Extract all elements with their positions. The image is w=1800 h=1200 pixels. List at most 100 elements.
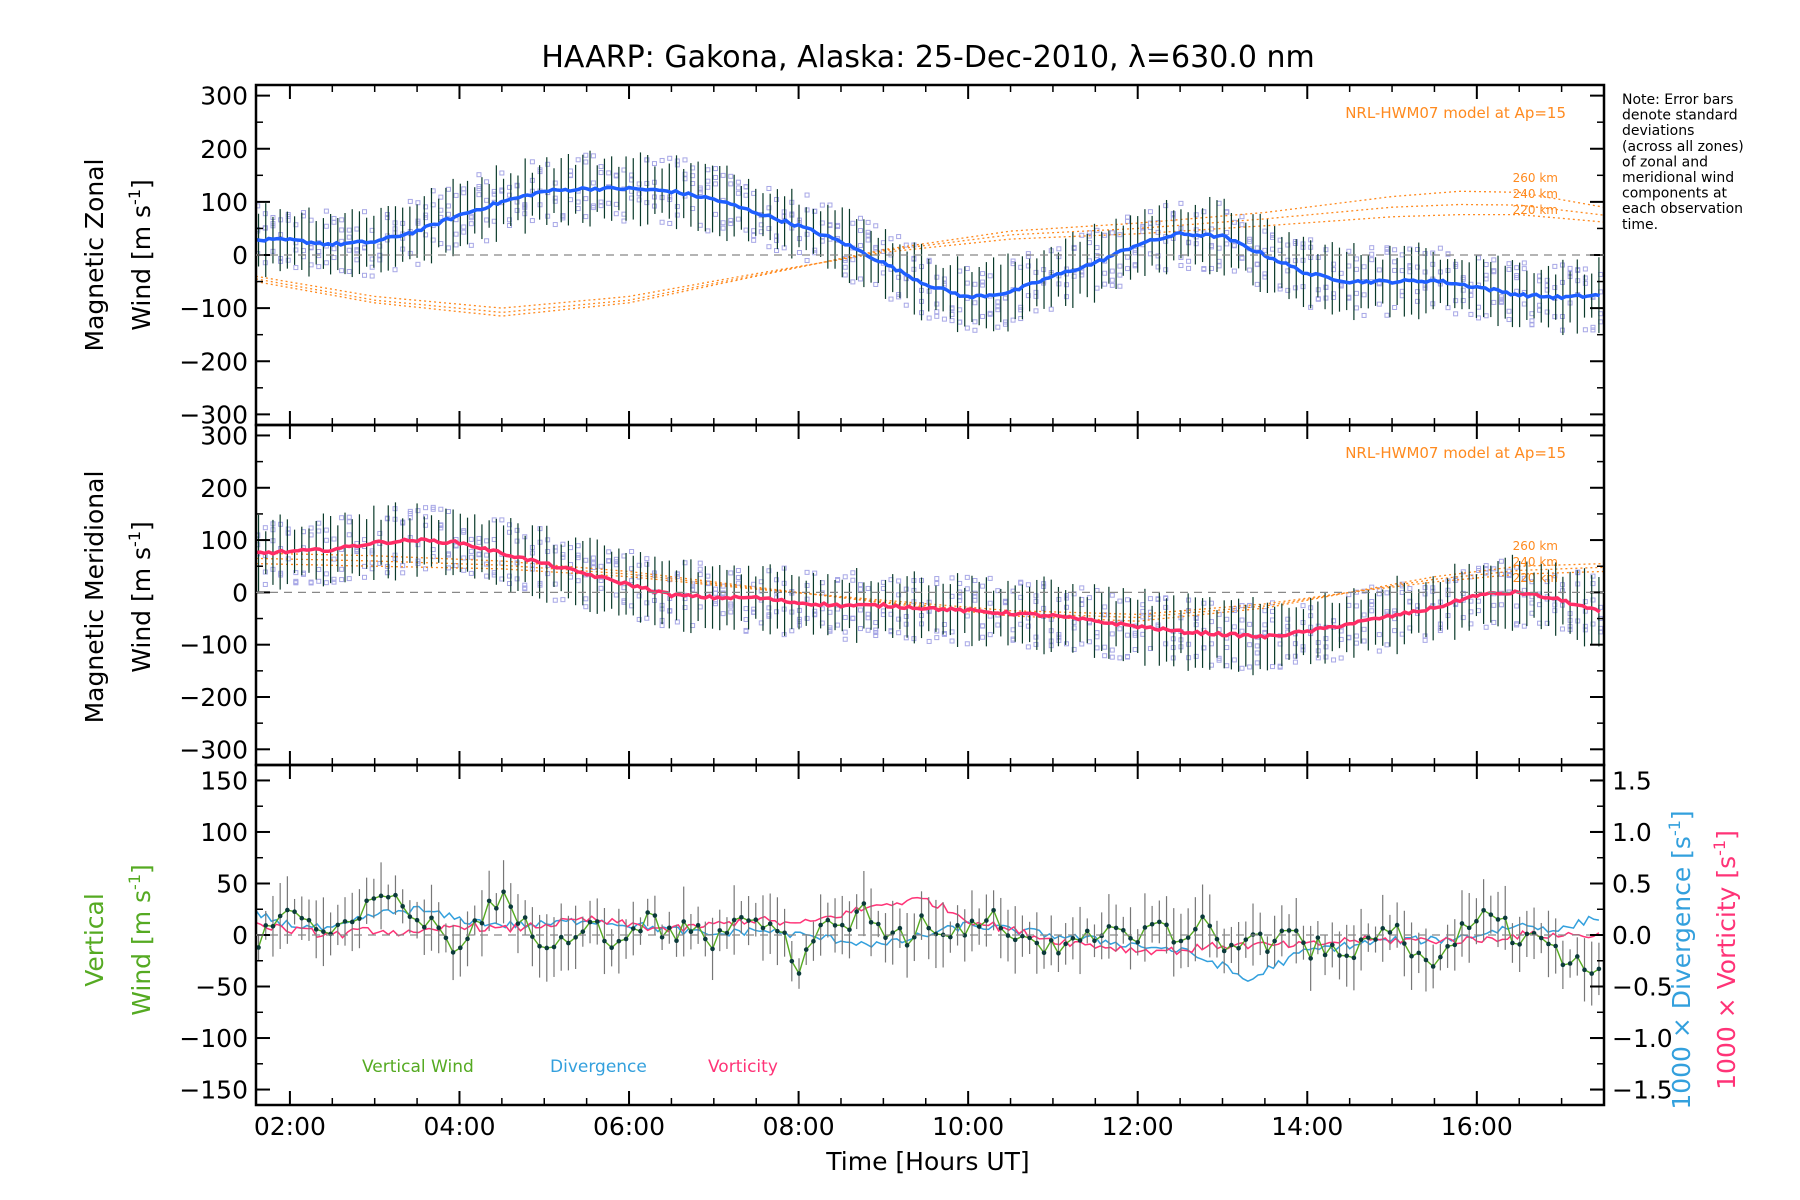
- zone-sample-marker: [865, 219, 871, 225]
- zone-sample-marker: [476, 552, 482, 558]
- model-height-label: 260 km: [1513, 539, 1558, 553]
- zone-sample-marker: [720, 220, 726, 226]
- zone-sample-marker: [980, 634, 986, 640]
- zone-sample-marker: [1109, 592, 1115, 598]
- right-y-tick-label: 0.0: [1612, 921, 1652, 950]
- zone-sample-marker: [1529, 610, 1535, 616]
- zone-sample-marker: [1506, 317, 1512, 323]
- zone-sample-marker: [621, 211, 627, 217]
- zone-sample-marker: [857, 586, 863, 592]
- zone-sample-marker: [934, 313, 940, 319]
- zone-sample-marker: [1033, 634, 1039, 640]
- zone-sample-marker: [1353, 256, 1359, 262]
- zone-sample-marker: [1476, 304, 1482, 310]
- zone-sample-marker: [873, 244, 879, 250]
- y-tick-label: 200: [200, 474, 248, 503]
- zone-sample-marker: [949, 318, 955, 324]
- zone-sample-marker: [438, 207, 444, 213]
- vertical-wind-point: [1596, 966, 1602, 972]
- zone-sample-marker: [1353, 633, 1359, 639]
- zone-sample-marker: [522, 582, 528, 588]
- zone-sample-marker: [766, 185, 772, 191]
- zone-sample-marker: [1506, 266, 1512, 272]
- vertical-wind-point: [1567, 961, 1573, 966]
- zone-sample-marker: [1361, 612, 1367, 618]
- zone-sample-marker: [957, 307, 963, 313]
- zone-sample-marker: [362, 563, 368, 569]
- zone-sample-marker: [1544, 309, 1550, 315]
- zone-sample-marker: [865, 237, 871, 243]
- zone-sample-marker: [735, 580, 741, 586]
- zone-sample-marker: [552, 195, 558, 201]
- zone-sample-marker: [1216, 263, 1222, 269]
- vertical-wind-point: [1041, 950, 1047, 956]
- vertical-wind-point: [818, 922, 823, 928]
- zone-sample-marker: [1422, 637, 1428, 643]
- zone-sample-marker: [636, 593, 642, 599]
- vertical-wind-point: [919, 913, 924, 918]
- divergence-axis-label: 1000 × Divergence [s-1]: [1665, 810, 1696, 1109]
- vertical-wind-point: [602, 938, 607, 944]
- zone-sample-marker: [1155, 253, 1161, 259]
- zone-sample-marker: [1323, 295, 1329, 301]
- zone-sample-marker: [1109, 647, 1115, 653]
- vertical-wind-point: [1193, 926, 1198, 932]
- zone-sample-marker: [1254, 262, 1260, 268]
- zone-sample-marker: [896, 630, 902, 636]
- vertical-wind-point: [501, 889, 506, 895]
- y-tick-label: 0: [232, 578, 248, 607]
- x-tick-label: 08:00: [763, 1112, 835, 1141]
- zone-sample-marker: [735, 575, 741, 581]
- zone-sample-marker: [1079, 641, 1085, 647]
- vertical-wind-point: [962, 933, 968, 938]
- zone-sample-marker: [1476, 255, 1482, 261]
- zone-sample-marker: [1094, 285, 1100, 291]
- zone-sample-marker: [644, 200, 650, 206]
- zone-sample-marker: [743, 192, 749, 198]
- y-tick-label: −200: [179, 683, 248, 712]
- zone-sample-marker: [1285, 242, 1291, 248]
- zone-sample-marker: [1590, 573, 1596, 579]
- zone-sample-marker: [636, 181, 642, 187]
- zone-sample-marker: [1216, 200, 1222, 206]
- zone-sample-marker: [1422, 585, 1428, 591]
- zone-sample-marker: [1117, 272, 1123, 278]
- zone-sample-marker: [1491, 566, 1497, 572]
- zone-sample-marker: [1514, 621, 1520, 627]
- vertical-wind-point: [429, 915, 434, 921]
- zone-sample-marker: [1483, 262, 1489, 268]
- zone-sample-marker: [1216, 258, 1222, 264]
- zone-sample-marker: [735, 179, 741, 185]
- zone-sample-marker: [1361, 312, 1367, 318]
- zone-sample-marker: [1109, 277, 1115, 283]
- zone-sample-marker: [995, 588, 1001, 594]
- zone-sample-marker: [1498, 294, 1504, 300]
- zone-sample-marker: [476, 172, 482, 178]
- zone-sample-marker: [857, 276, 863, 282]
- zone-sample-marker: [552, 597, 558, 603]
- vertical-wind-point: [486, 898, 492, 904]
- zone-sample-marker: [980, 279, 986, 285]
- vertical-wind-point: [443, 935, 449, 941]
- x-tick-label: 06:00: [593, 1112, 665, 1141]
- zone-sample-marker: [331, 576, 337, 582]
- note-line: time.: [1622, 217, 1658, 233]
- zone-sample-marker: [644, 561, 650, 567]
- vertical-panel: 150 100 50 0 −50 −100 −150 1.5 1.0 0.5 0.0 −0.5 −1.0…: [80, 763, 1741, 1110]
- zone-sample-marker: [484, 573, 490, 579]
- zone-sample-marker: [934, 576, 940, 582]
- vertical-wind-point: [508, 904, 514, 909]
- zone-sample-marker: [300, 210, 306, 216]
- zone-sample-marker: [545, 213, 551, 219]
- vertical-wind-point: [1034, 940, 1040, 946]
- zone-sample-marker: [468, 536, 474, 542]
- zone-sample-marker: [598, 199, 604, 205]
- zone-sample-marker: [1590, 621, 1596, 627]
- meridional-panel-frame: [254, 423, 1606, 767]
- zone-sample-marker: [812, 250, 818, 256]
- zone-sample-marker: [1590, 581, 1596, 587]
- y-tick-label: 100: [200, 818, 248, 847]
- vertical-wind-point: [1344, 953, 1349, 959]
- zone-sample-marker: [346, 227, 352, 233]
- zone-sample-marker: [1254, 245, 1260, 251]
